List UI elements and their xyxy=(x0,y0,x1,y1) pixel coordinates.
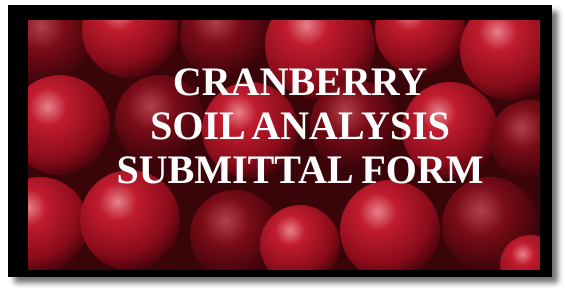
title-line: SUBMITTAL FORM xyxy=(116,147,483,192)
title-line: SOIL ANALYSIS xyxy=(150,103,450,148)
page: CRANBERRYSOIL ANALYSISSUBMITTAL FORM (()… xyxy=(0,0,565,288)
title-line: CRANBERRY xyxy=(173,59,427,104)
banner: CRANBERRYSOIL ANALYSISSUBMITTAL FORM xyxy=(0,0,565,288)
